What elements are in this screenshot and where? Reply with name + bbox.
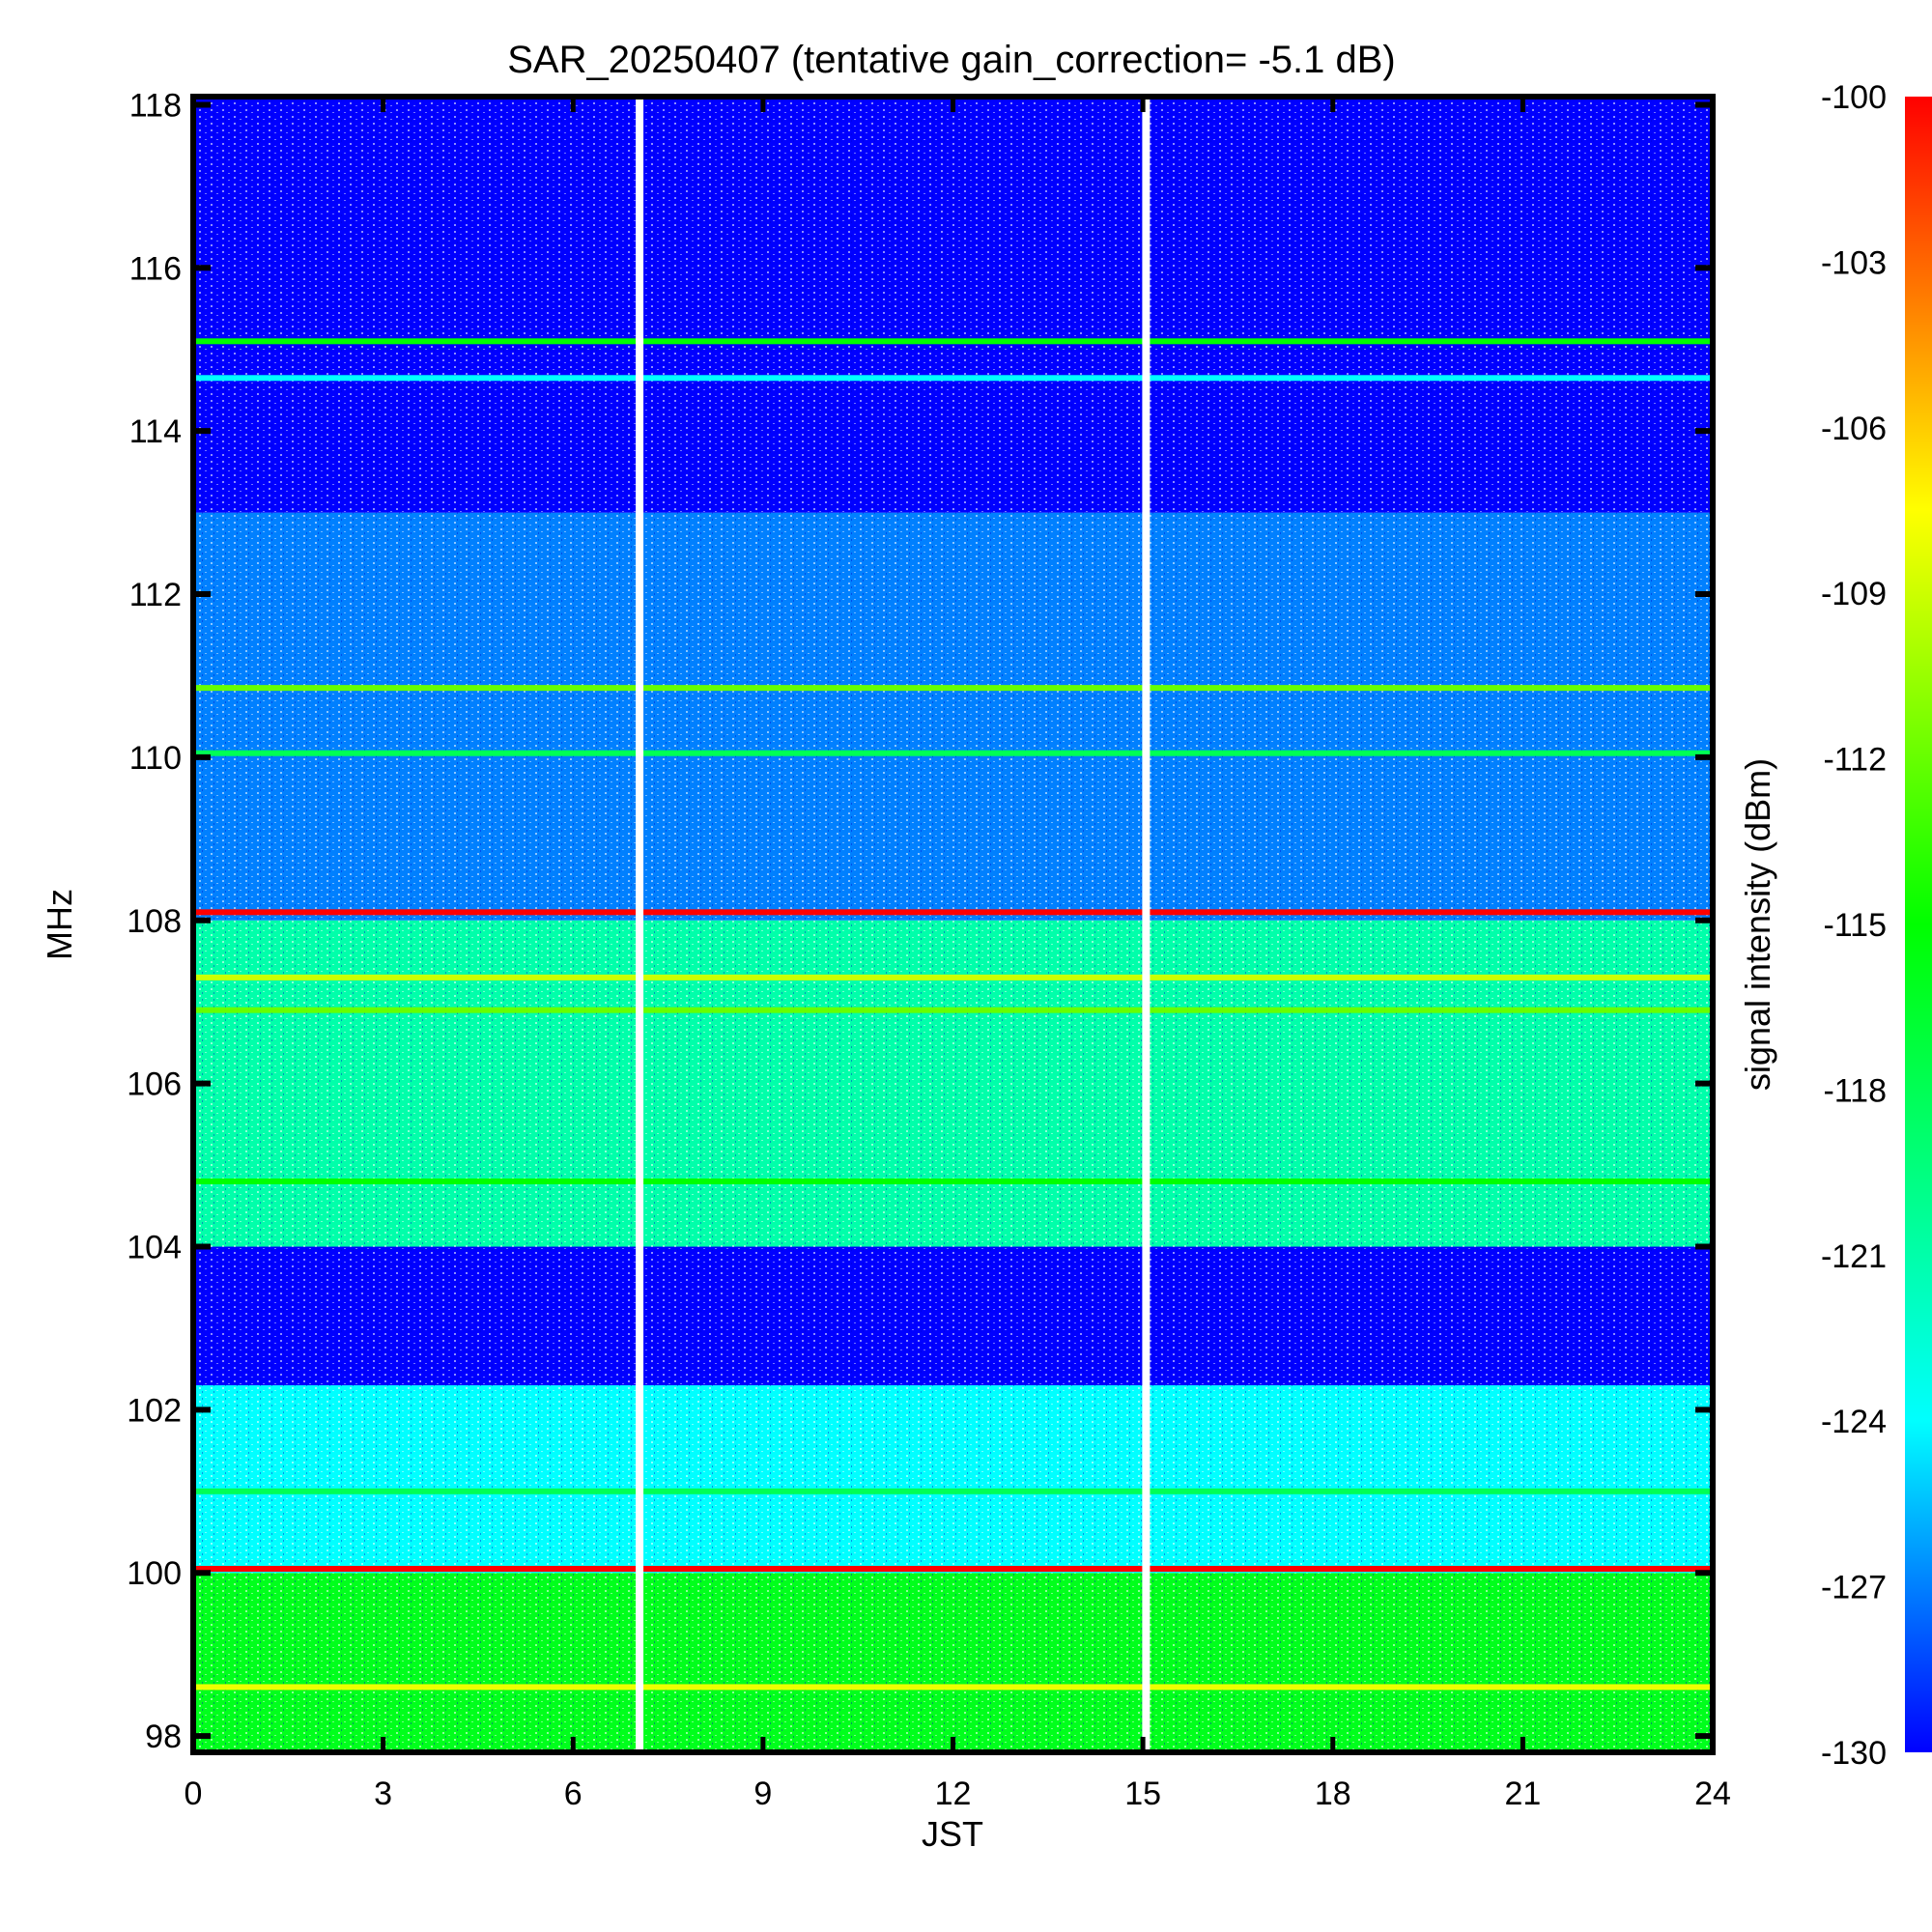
y-tick-label: 98 <box>145 1719 182 1755</box>
x-tick-label: 0 <box>185 1776 203 1812</box>
signal-line-4 <box>193 338 1713 345</box>
colorbar-tick-label: -103 <box>1821 244 1887 281</box>
colorbar-tick-label: -109 <box>1821 576 1887 612</box>
y-tick-label: 102 <box>127 1392 182 1429</box>
signal-line-8 <box>193 1178 1713 1184</box>
x-tick-label: 24 <box>1694 1776 1731 1812</box>
data-gap-0 <box>636 97 644 1752</box>
x-tick-label: 3 <box>374 1776 392 1812</box>
colorbar-tick-label: -106 <box>1821 411 1887 447</box>
signal-line-5 <box>193 375 1713 382</box>
y-axis-ticks: 98 100 102 104 106 108 110 112 114 116 118 <box>127 87 1713 1755</box>
y-tick-label: 108 <box>127 903 182 940</box>
colorbar-tick-label: -121 <box>1821 1238 1887 1275</box>
colorbar-tick-label: -127 <box>1821 1570 1887 1606</box>
signal-line-6 <box>193 750 1713 756</box>
y-tick-label: 116 <box>129 250 182 287</box>
colorbar-tick-label: -115 <box>1823 907 1887 944</box>
signal-line-1 <box>193 909 1713 916</box>
colorbar-label: signal intensity (dBm) <box>1738 758 1777 1091</box>
x-tick-label: 18 <box>1315 1776 1351 1812</box>
colorbar-tick-label: -130 <box>1821 1735 1887 1772</box>
colorbar-tick-label: -124 <box>1821 1404 1887 1440</box>
colorbar-tick-label: -100 <box>1821 79 1887 116</box>
signal-line-3 <box>193 685 1713 692</box>
y-tick-label: 100 <box>127 1555 182 1592</box>
signal-line-7 <box>193 1488 1713 1494</box>
y-tick-label: 114 <box>129 413 182 450</box>
band-noise-2 <box>193 1246 1713 1386</box>
y-tick-label: 112 <box>129 577 182 613</box>
x-axis-ticks: 0 3 6 9 12 15 18 21 24 <box>185 97 1731 1812</box>
signal-line-10 <box>193 1007 1713 1013</box>
x-tick-label: 9 <box>753 1776 772 1812</box>
band-noise-3 <box>193 920 1713 1247</box>
colorbar-ticks: -100 -103 -106 -109 -112 -115 -118 -121 -124 -127… <box>1821 79 1887 1772</box>
y-tick-label: 104 <box>127 1230 182 1266</box>
chart-title: SAR_20250407 (tentative gain_correction=… <box>507 39 1395 81</box>
band-noise-1 <box>193 1385 1713 1574</box>
signal-line-0 <box>193 1566 1713 1573</box>
band-noise-0 <box>193 1573 1713 1752</box>
colorbar-tick-label: -118 <box>1823 1072 1887 1109</box>
x-tick-label: 12 <box>935 1776 972 1812</box>
colorbar <box>1905 97 1932 1752</box>
y-tick-label: 118 <box>129 87 182 124</box>
y-axis-label: MHz <box>40 889 79 960</box>
data-gap-1 <box>1142 97 1151 1752</box>
x-tick-label: 21 <box>1504 1776 1541 1812</box>
x-axis-label: JST <box>922 1814 983 1854</box>
x-tick-label: 15 <box>1124 1776 1161 1812</box>
plot-area <box>193 97 1713 1752</box>
signal-line-2 <box>193 1684 1713 1690</box>
y-tick-label: 110 <box>129 740 182 777</box>
band-noise-4 <box>193 512 1713 921</box>
x-tick-label: 6 <box>564 1776 582 1812</box>
band-noise-5 <box>193 97 1713 513</box>
colorbar-tick-label: -112 <box>1823 742 1887 779</box>
y-tick-label: 106 <box>127 1066 182 1103</box>
signal-line-9 <box>193 974 1713 980</box>
